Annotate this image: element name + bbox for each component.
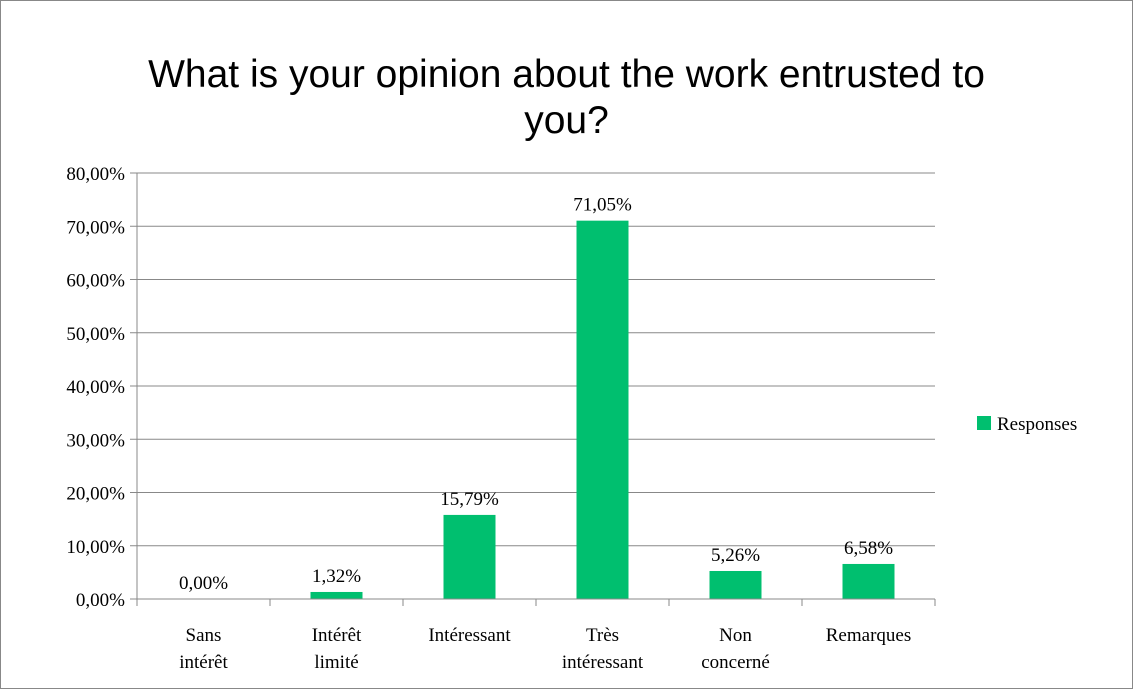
bar	[310, 591, 363, 599]
y-tick-label: 20,00%	[66, 484, 125, 505]
bar	[443, 514, 496, 599]
data-label: 6,58%	[844, 538, 893, 559]
y-tick-label: 40,00%	[66, 377, 125, 398]
y-tick-label: 80,00%	[66, 164, 125, 185]
data-label: 1,32%	[312, 566, 361, 587]
legend-swatch	[977, 416, 991, 430]
x-tick-label: Intéressant	[428, 625, 511, 646]
y-tick-label: 60,00%	[66, 271, 125, 292]
legend-label: Responses	[997, 414, 1077, 435]
y-tick-label: 50,00%	[66, 324, 125, 345]
bar	[576, 220, 629, 599]
chart-title: What is your opinion about the work entr…	[148, 53, 985, 142]
data-label: 15,79%	[440, 489, 499, 510]
x-tick-label: Remarques	[825, 625, 912, 646]
y-tick-label: 30,00%	[66, 430, 125, 451]
x-tick-label: Sans intérêt	[179, 625, 228, 673]
y-tick-label: 70,00%	[66, 217, 125, 238]
data-label: 0,00%	[179, 573, 228, 594]
bar	[842, 563, 895, 599]
data-label: 71,05%	[573, 195, 632, 216]
x-tick-label: Non concerné	[701, 625, 770, 673]
x-tick-label: Très intéressant	[561, 625, 644, 673]
bar	[709, 570, 762, 599]
x-tick-label: Intérêt limité	[311, 625, 362, 673]
y-tick-label: 10,00%	[66, 537, 125, 558]
data-label: 5,26%	[711, 545, 760, 566]
y-tick-label: 0,00%	[76, 590, 125, 611]
